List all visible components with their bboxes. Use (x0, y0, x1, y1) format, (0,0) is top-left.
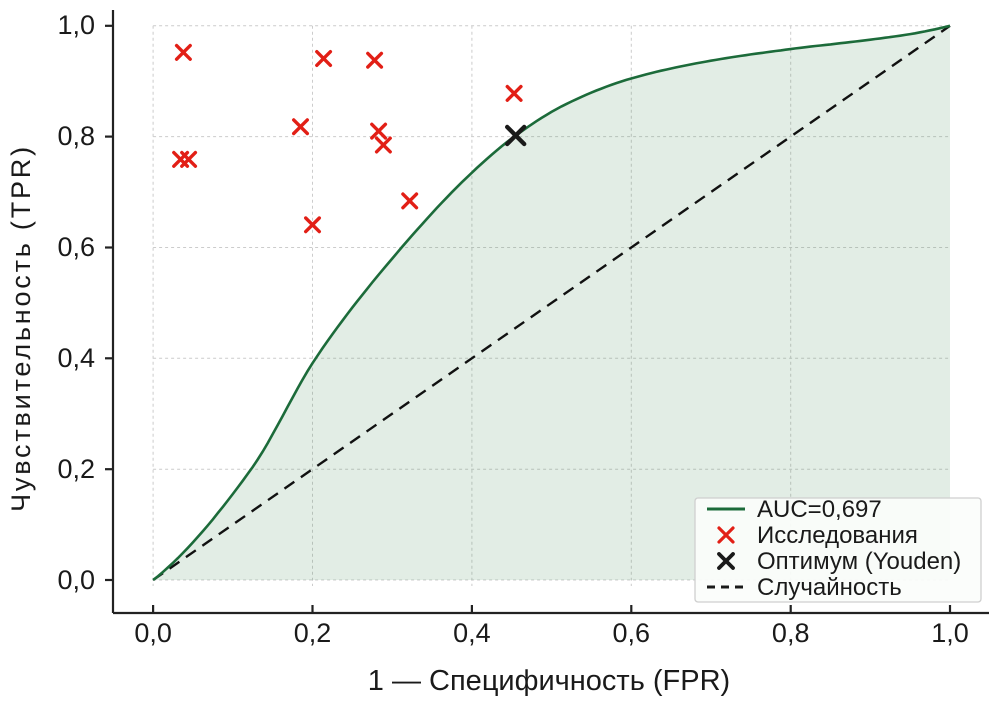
svg-text:AUC=0,697: AUC=0,697 (757, 496, 882, 523)
svg-text:Оптимум (Youden): Оптимум (Youden) (757, 548, 961, 575)
svg-text:0,2: 0,2 (294, 618, 332, 648)
svg-text:Случайность: Случайность (757, 574, 902, 601)
svg-text:0,8: 0,8 (772, 618, 810, 648)
svg-text:1 — Специфичность (FPR): 1 — Специфичность (FPR) (368, 665, 730, 697)
svg-text:0,0: 0,0 (134, 618, 172, 648)
svg-text:0,4: 0,4 (453, 618, 491, 648)
svg-text:Исследования: Исследования (757, 522, 918, 549)
svg-text:0,6: 0,6 (57, 232, 95, 262)
svg-text:1,0: 1,0 (931, 618, 969, 648)
svg-text:Чувствительность (TPR): Чувствительность (TPR) (6, 144, 36, 512)
svg-text:0,4: 0,4 (57, 343, 95, 373)
svg-text:1,0: 1,0 (57, 10, 95, 40)
svg-text:0,0: 0,0 (57, 565, 95, 595)
svg-text:0,2: 0,2 (57, 454, 95, 484)
svg-text:0,8: 0,8 (57, 121, 95, 151)
svg-text:0,6: 0,6 (613, 618, 651, 648)
